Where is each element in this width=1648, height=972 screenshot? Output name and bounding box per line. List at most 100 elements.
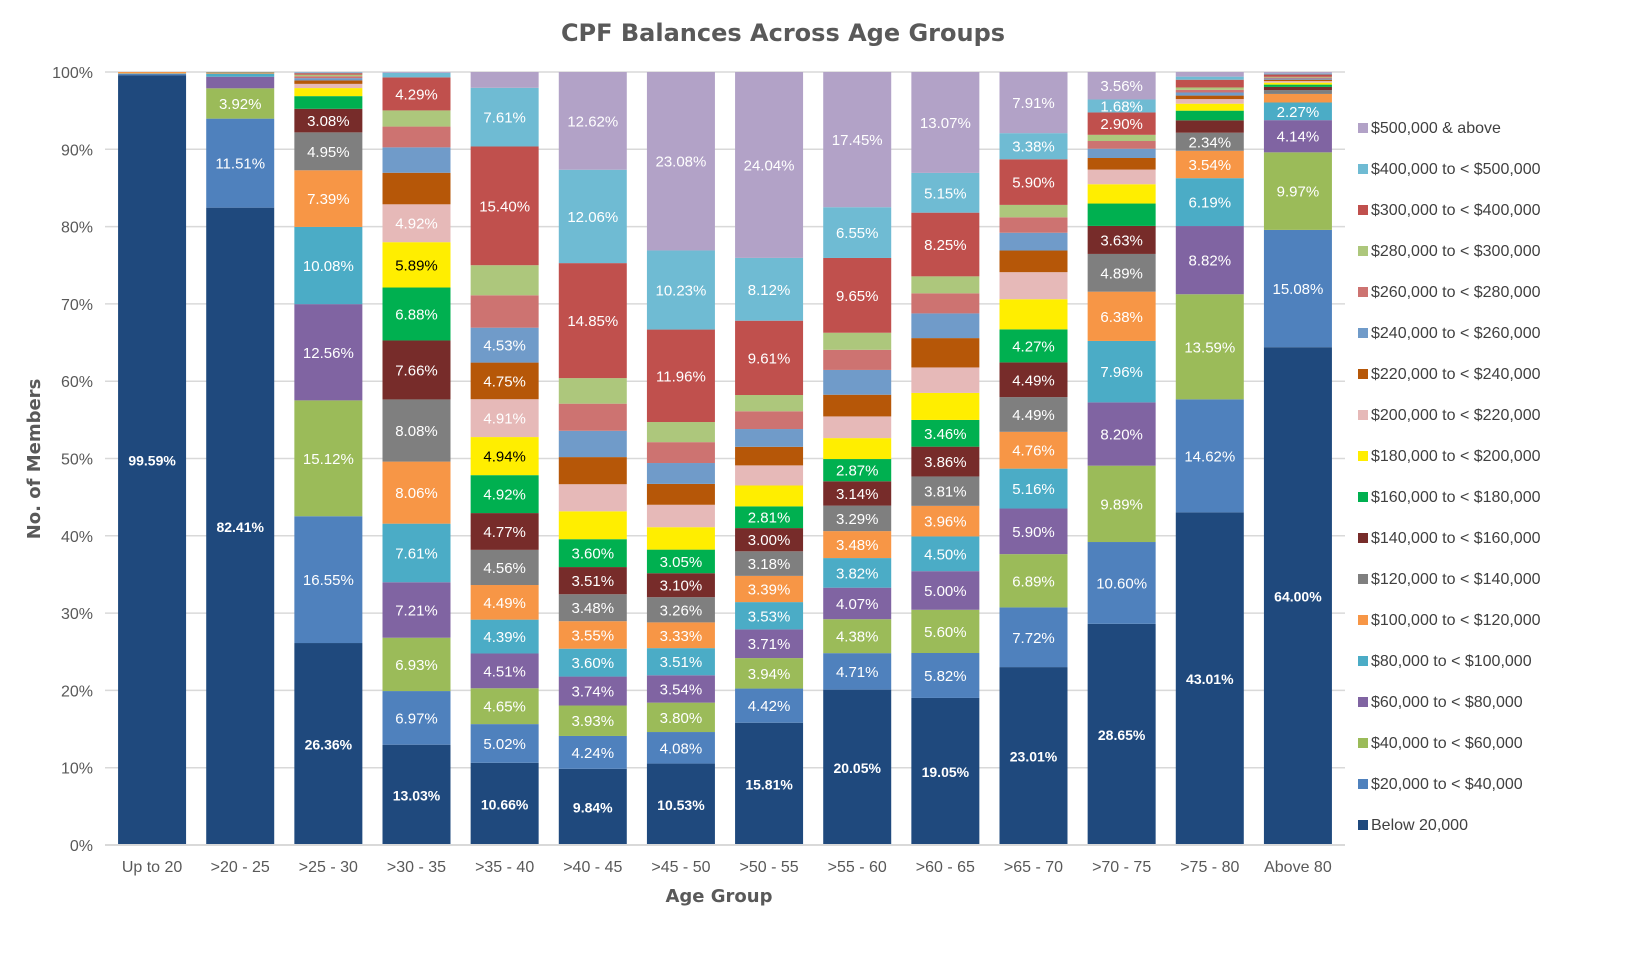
- legend-item: $140,000 to < $160,000: [1358, 530, 1541, 547]
- bar-segment: [558, 484, 627, 512]
- data-label: 5.15%: [924, 185, 967, 202]
- data-label: 3.94%: [748, 666, 791, 683]
- bar-segment: [382, 287, 451, 341]
- legend-label: $260,000 to < $280,000: [1371, 284, 1541, 301]
- x-tick-label: >30 - 35: [387, 859, 446, 876]
- data-label: 7.66%: [395, 362, 438, 379]
- bar-segment: [911, 609, 980, 654]
- bar-segment: [470, 653, 539, 689]
- data-label: 4.53%: [483, 338, 526, 355]
- data-label: 1.68%: [1100, 98, 1143, 115]
- data-label: 7.61%: [395, 545, 438, 562]
- bar-segment: [1175, 226, 1244, 295]
- bar-segment: [911, 476, 980, 506]
- bar-segment: [558, 169, 627, 264]
- bar-segment: [470, 549, 539, 586]
- data-label: 8.82%: [1189, 253, 1232, 270]
- bar-segment: [1175, 512, 1244, 845]
- bar-segment: [735, 629, 804, 659]
- bar-segment: [1087, 203, 1156, 226]
- bar-segment: [470, 513, 539, 550]
- bar-segment: [735, 528, 804, 552]
- bar-segment: [294, 108, 363, 133]
- bar-segment: [999, 133, 1068, 160]
- data-label: 4.75%: [483, 373, 526, 390]
- bar-segment: [558, 768, 627, 845]
- y-tick-label: 0%: [70, 838, 93, 855]
- legend-label: $300,000 to < $400,000: [1371, 202, 1541, 219]
- data-label: 3.60%: [572, 655, 615, 672]
- bar-segment: [1263, 90, 1332, 94]
- bar-segment: [1263, 78, 1332, 80]
- data-label: 3.00%: [748, 532, 791, 549]
- legend-swatch: [1358, 369, 1368, 379]
- bar-segment: [294, 78, 363, 81]
- legend-swatch: [1358, 779, 1368, 789]
- bar-segment: [999, 508, 1068, 555]
- legend-swatch: [1358, 656, 1368, 666]
- bar-segment: [911, 571, 980, 610]
- bar-segment: [1087, 157, 1156, 170]
- bar-segment: [1263, 152, 1332, 230]
- data-label: 7.21%: [395, 602, 438, 619]
- data-label: 3.86%: [924, 454, 967, 471]
- data-label: 8.06%: [395, 485, 438, 502]
- bar-segment: [646, 622, 715, 649]
- bar-segment: [735, 688, 804, 723]
- data-label: 12.56%: [303, 345, 354, 362]
- data-label: 12.62%: [567, 113, 618, 130]
- data-label: 6.93%: [395, 657, 438, 674]
- legend-swatch: [1358, 820, 1368, 830]
- bar-segment: [558, 378, 627, 404]
- data-labels: 99.59% 82.41% 11.51% 3.92% 26.36% 16.55% 15.12…: [128, 78, 1323, 815]
- bar-segment: [470, 475, 539, 514]
- bar-segment: [206, 73, 275, 77]
- bar-segment: [646, 463, 715, 484]
- data-label: 4.91%: [483, 411, 526, 428]
- data-label: 3.14%: [836, 486, 879, 503]
- legend-label: Below 20,000: [1371, 817, 1468, 834]
- bar-segment: [823, 72, 892, 208]
- legend-swatch: [1358, 410, 1368, 420]
- bar-segment: [1263, 347, 1332, 845]
- data-label: 19.05%: [922, 764, 970, 780]
- data-label: 10.53%: [657, 797, 705, 813]
- bar-segment: [382, 691, 451, 745]
- bar-segment: [735, 72, 804, 258]
- y-tick-label: 20%: [61, 683, 93, 700]
- data-label: 5.00%: [924, 583, 967, 600]
- legend-label: $20,000 to < $40,000: [1371, 776, 1523, 793]
- bar-segment: [118, 75, 187, 845]
- bar-segment: [470, 265, 539, 296]
- bar-segment: [470, 327, 539, 363]
- y-tick-label: 100%: [52, 65, 93, 82]
- data-label: 4.92%: [483, 487, 526, 504]
- data-label: 43.01%: [1186, 671, 1234, 687]
- bar-segment: [382, 126, 451, 148]
- data-label: 5.90%: [1012, 524, 1055, 541]
- bar-segment: [1087, 340, 1156, 403]
- bar-segment: [470, 362, 539, 400]
- bar-segment: [294, 96, 363, 109]
- bar-segment: [470, 619, 539, 654]
- bar-segment: [646, 527, 715, 550]
- bar-segment: [382, 77, 451, 111]
- bar-segment: [999, 431, 1068, 469]
- bar-segment: [911, 72, 980, 173]
- bar-segment: [1175, 99, 1244, 104]
- bar-segment: [558, 705, 627, 736]
- bar-segment: [1263, 77, 1332, 79]
- data-label: 3.51%: [660, 654, 703, 671]
- bar-segment: [382, 340, 451, 400]
- legend-label: $160,000 to < $180,000: [1371, 489, 1541, 506]
- bar-segment: [646, 573, 715, 598]
- x-tick-label: Above 80: [1264, 859, 1332, 876]
- x-tick-label: Up to 20: [122, 859, 183, 876]
- data-label: 9.89%: [1100, 496, 1143, 513]
- bar-segment: [1175, 79, 1244, 88]
- bar-segment: [999, 72, 1068, 134]
- bar-segment: [911, 392, 980, 420]
- data-label: 4.92%: [395, 216, 438, 233]
- data-label: 10.23%: [655, 283, 706, 300]
